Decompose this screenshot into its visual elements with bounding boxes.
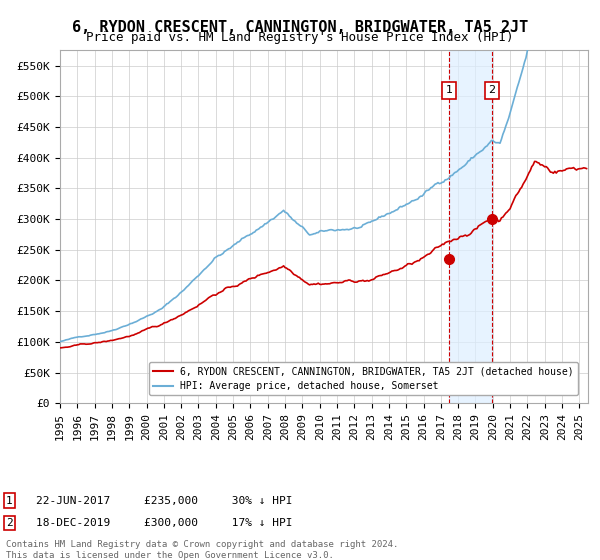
- Text: 2: 2: [6, 518, 13, 528]
- Bar: [449, 50, 492, 403]
- Text: 1: 1: [6, 496, 13, 506]
- Text: Price paid vs. HM Land Registry's House Price Index (HPI): Price paid vs. HM Land Registry's House …: [86, 31, 514, 44]
- Text: 18-DEC-2019     £300,000     17% ↓ HPI: 18-DEC-2019 £300,000 17% ↓ HPI: [36, 518, 293, 528]
- Text: 2: 2: [488, 85, 496, 95]
- Legend: 6, RYDON CRESCENT, CANNINGTON, BRIDGWATER, TA5 2JT (detached house), HPI: Averag: 6, RYDON CRESCENT, CANNINGTON, BRIDGWATE…: [149, 362, 578, 395]
- Text: Contains HM Land Registry data © Crown copyright and database right 2024.
This d: Contains HM Land Registry data © Crown c…: [6, 540, 398, 560]
- Text: 22-JUN-2017     £235,000     30% ↓ HPI: 22-JUN-2017 £235,000 30% ↓ HPI: [36, 496, 293, 506]
- Text: 6, RYDON CRESCENT, CANNINGTON, BRIDGWATER, TA5 2JT: 6, RYDON CRESCENT, CANNINGTON, BRIDGWATE…: [72, 20, 528, 35]
- Text: 1: 1: [445, 85, 452, 95]
